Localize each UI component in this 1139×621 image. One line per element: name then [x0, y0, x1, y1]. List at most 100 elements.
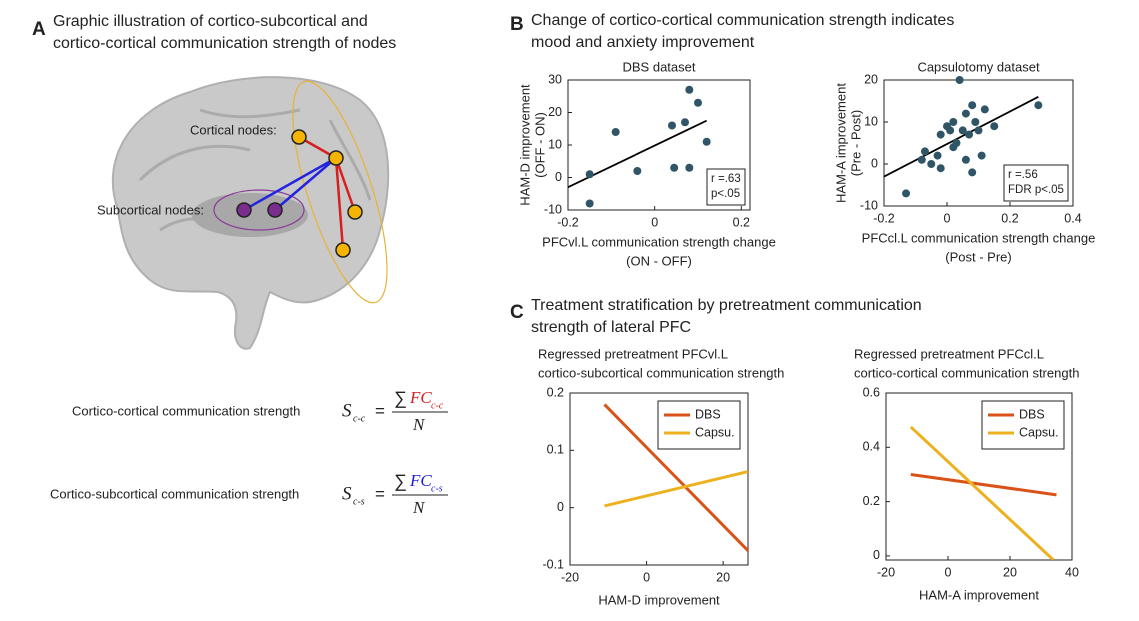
- point: [917, 155, 926, 164]
- panel-title: mood and anxiety improvement: [531, 34, 755, 51]
- x-axis-label: HAM-D improvement: [598, 592, 720, 607]
- formula-denominator: N: [412, 415, 426, 434]
- formula-symbol: S: [342, 400, 352, 421]
- point: [971, 118, 980, 126]
- formula-symbol: S: [342, 483, 352, 504]
- panel-letter: C: [510, 302, 524, 323]
- point: [611, 128, 620, 136]
- formula-sum: ∑: [394, 388, 407, 408]
- chart-title: cortico-subcortical communication streng…: [538, 365, 784, 380]
- point: [668, 121, 676, 130]
- y-tick-label: 20: [864, 72, 878, 86]
- panel-letter: A: [32, 19, 46, 40]
- y-tick-label: 0.6: [863, 385, 880, 399]
- point: [685, 85, 694, 94]
- panel-title: Graphic illustration of cortico-subcorti…: [53, 13, 368, 30]
- panel-title: Change of cortico-cortical communication…: [531, 12, 954, 29]
- formula-subscript: c-s: [353, 496, 365, 507]
- point: [681, 118, 689, 127]
- legend-box: [657, 400, 741, 450]
- point: [974, 126, 983, 135]
- chart-title: cortico-cortical communication strength: [854, 365, 1079, 380]
- annotation: p<.05: [711, 188, 740, 200]
- point: [927, 160, 936, 168]
- legend-label: Capsu.: [695, 425, 735, 439]
- x-tick-label: 40: [1065, 565, 1079, 579]
- annotation: r =.56: [1008, 169, 1038, 181]
- point: [694, 98, 702, 107]
- chart: -20 0 20 40 0 0.2 0.4 0.6 Regressed pretreatment…: [854, 346, 1079, 602]
- point: [633, 167, 642, 175]
- series-line: [910, 472, 1057, 497]
- panel-title: Treatment stratification by pretreatment…: [531, 297, 922, 314]
- series-line: [604, 470, 748, 508]
- chart-title: DBS dataset: [623, 59, 696, 74]
- point: [685, 163, 694, 172]
- legend-label: DBS: [695, 407, 721, 421]
- chart: -0.2 0 0.2 0.4 -10 0 10 20 Capsulotomy dataset PF…: [833, 59, 1095, 264]
- point: [936, 164, 945, 173]
- x-axis-label: HAM-A improvement: [919, 587, 1039, 602]
- chart-title: Regressed pretreatment PFCcl.L: [854, 346, 1044, 361]
- annotation: FDR p<.05: [1008, 184, 1064, 196]
- formula-numerator: FC: [409, 471, 432, 490]
- point: [670, 163, 679, 172]
- series-line: [603, 403, 748, 552]
- x-tick-label: 0.2: [1001, 211, 1018, 225]
- point: [1034, 101, 1043, 110]
- point: [585, 170, 594, 179]
- x-tick-label: 0: [643, 570, 650, 584]
- y-tick-label: 0: [555, 170, 562, 184]
- annotation: r =.63: [711, 173, 741, 185]
- y-tick-label: -10: [544, 202, 562, 216]
- point: [936, 130, 945, 139]
- y-axis-label: HAM-A improvement: [833, 83, 848, 203]
- x-tick-label: -20: [877, 565, 895, 579]
- x-axis-label: (Post - Pre): [945, 249, 1011, 264]
- point: [952, 139, 961, 147]
- point: [946, 126, 955, 135]
- x-tick-label: 20: [1003, 565, 1017, 579]
- formula-denominator: N: [412, 498, 426, 517]
- x-tick-label: 0: [945, 565, 952, 579]
- point: [958, 126, 967, 135]
- annotation-box: [706, 168, 746, 206]
- formula-numerator-subscript: c-s: [431, 483, 443, 494]
- y-tick-label: -0.1: [542, 557, 564, 571]
- point: [585, 199, 594, 208]
- x-tick-label: 0: [944, 211, 951, 225]
- chart: -0.2 0 0.2 -10 0 10 20 30 DBS dataset PFCvl.L com…: [517, 59, 775, 268]
- y-axis-label: HAM-D improvement: [517, 84, 532, 206]
- x-axis-label: (ON - OFF): [626, 253, 692, 268]
- series-line: [909, 425, 1055, 560]
- y-tick-label: 0: [557, 500, 564, 514]
- chart-title: Regressed pretreatment PFCvl.L: [538, 346, 728, 361]
- panel-letter: B: [510, 14, 524, 35]
- x-axis-label: PFCvl.L communication strength change: [542, 234, 776, 249]
- x-tick-label: 0.2: [733, 215, 750, 229]
- y-axis-label: (Pre - Post): [848, 110, 863, 176]
- panel-title: strength of lateral PFC: [531, 319, 691, 336]
- y-tick-label: 0.2: [547, 385, 564, 399]
- chart-title: Capsulotomy dataset: [917, 59, 1040, 74]
- x-axis-label: PFCcl.L communication strength change: [862, 230, 1096, 245]
- y-tick-label: 10: [548, 137, 562, 151]
- y-tick-label: 0: [873, 548, 880, 562]
- point: [949, 118, 958, 126]
- x-tick-label: -0.2: [873, 211, 895, 225]
- formula-equals: =: [375, 401, 385, 420]
- point: [933, 151, 942, 160]
- node-label: Subcortical nodes:: [97, 202, 204, 217]
- point: [961, 109, 970, 118]
- annotation-box: [1003, 164, 1069, 202]
- y-axis-label: (OFF - ON): [532, 112, 547, 178]
- x-tick-label: -20: [561, 570, 579, 584]
- brain-illustration: [111, 76, 390, 350]
- x-tick-label: 0: [651, 215, 658, 229]
- point: [955, 76, 964, 84]
- point: [961, 155, 970, 164]
- formula-numerator-subscript: c-c: [431, 400, 444, 411]
- point: [702, 137, 711, 146]
- point: [920, 147, 929, 156]
